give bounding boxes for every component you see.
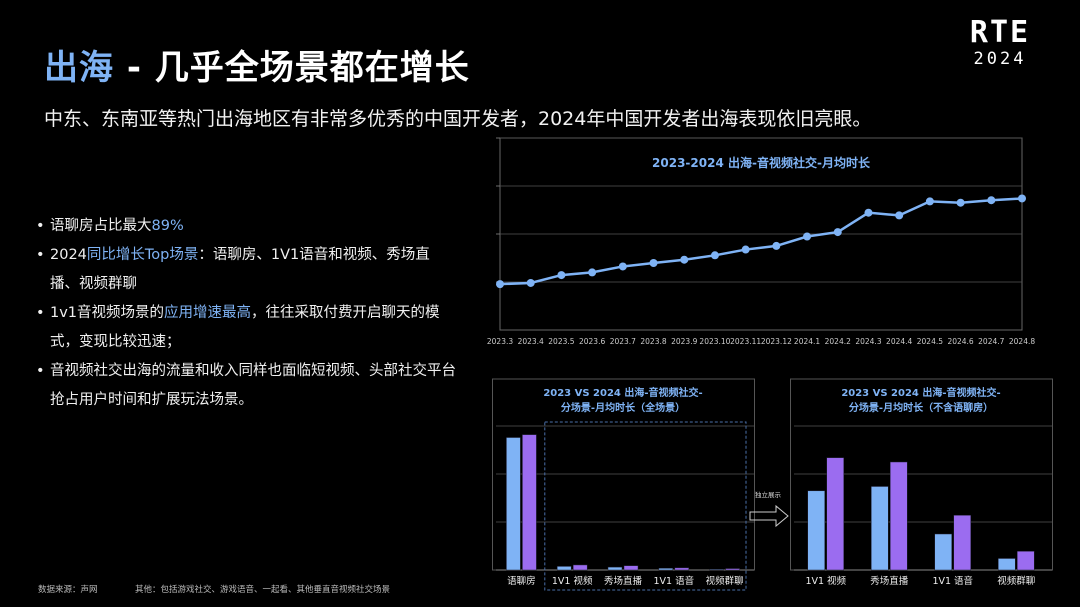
x-tick-label: 2023.3 [487, 337, 513, 346]
x-tick-label: 秀场直播 [870, 575, 909, 587]
rte-logo: RTE 2024 [970, 15, 1030, 69]
x-tick-label: 2024.8 [1009, 337, 1035, 346]
data-point [895, 211, 904, 220]
x-tick-label: 2023.11 [730, 337, 761, 346]
data-point [496, 280, 504, 289]
x-tick-label: 2024.2 [825, 337, 851, 346]
chart-title: 2023-2024 出海-音视频社交-月均时长 [652, 155, 871, 170]
bar-2024 [572, 564, 588, 571]
x-tick-label: 2024.6 [947, 337, 973, 346]
page-title: 出海 - 几乎全场景都在增长 [44, 40, 470, 89]
data-point [526, 278, 535, 287]
page-subtitle: 中东、东南亚等热门出海地区有非常多优秀的中国开发者，2024年中国开发者出海表现… [44, 108, 872, 130]
chart-title: 分场景-月均时长（不含语聊房） [849, 401, 993, 414]
arrow-label: 独立展示 [755, 490, 782, 499]
x-tick-label: 2023.5 [548, 337, 574, 346]
chart-title: 2023 VS 2024 出海-音视频社交- [543, 386, 702, 399]
independent-display-arrow: 独立展示 [749, 490, 789, 528]
x-tick-label: 1V1 语音 [653, 575, 694, 587]
bullet-text: ：语聊房、1V1语音和视频、秀场直播、视频群聊 [50, 247, 430, 292]
line-chart: 2023-2024 出海-音视频社交-月均时长 2023.3 2023.4 2023.… [487, 137, 1035, 346]
x-tick-label: 秀场直播 [604, 575, 643, 587]
bar-2023 [871, 486, 889, 571]
series-line [499, 197, 1023, 286]
logo-text-year: 2024 [974, 49, 1027, 69]
bullet-text: 音视频社交出海的流量和收入同样也面临短视频、头部社交平台抢占用户时间和扩展玩法场… [50, 363, 456, 408]
x-tick-label: 1V1 视频 [552, 575, 593, 587]
data-point [557, 271, 566, 280]
bar-chart-excluding-voice-room: 2023 VS 2024 出海-音视频社交- 分场景-月均时长（不含语聊房） 1V1… [790, 378, 1053, 587]
bar-2023 [934, 533, 952, 571]
data-source: 数据来源：声网 [38, 585, 98, 595]
data-point [680, 255, 689, 264]
data-point [956, 198, 965, 207]
bullet-item: 音视频社交出海的流量和收入同样也面临短视频、头部社交平台抢占用户时间和扩展玩法场… [36, 357, 456, 415]
x-tick-label: 1V1 语音 [932, 575, 973, 587]
x-tick-label: 2024.5 [917, 337, 943, 346]
data-point [710, 251, 719, 260]
bar-2023 [506, 437, 521, 571]
data-point [772, 241, 781, 250]
data-point [588, 268, 597, 277]
bar-2023 [807, 490, 825, 571]
x-tick-label: 1V1 视频 [805, 575, 846, 587]
bullet-highlight: 同比增长Top场景 [86, 247, 199, 263]
bar-2024 [890, 461, 908, 571]
bar-2024 [725, 568, 740, 571]
data-point [864, 208, 873, 217]
bullet-text: 1v1音视频场景的 [50, 305, 165, 321]
bullet-item: 语聊房占比最大89% [36, 212, 456, 241]
x-tick-label: 视频群聊 [997, 575, 1035, 587]
bar-2023 [998, 558, 1016, 571]
bar-2023 [556, 566, 572, 571]
x-tick-label: 2023.12 [761, 337, 792, 346]
x-tick-label: 2023.6 [579, 337, 605, 346]
data-point [741, 245, 750, 254]
bullet-highlight: 89% [151, 218, 184, 234]
bullet-text: 2024 [50, 247, 87, 263]
bullet-list: 语聊房占比最大89%2024同比增长Top场景：语聊房、1V1语音和视频、秀场直… [36, 212, 456, 415]
x-tick-label: 2023.10 [699, 337, 730, 346]
bar-2023 [658, 568, 674, 571]
chart-title: 分场景-月均时长（全场景） [561, 401, 685, 414]
bar-2024 [1017, 551, 1035, 571]
bar-chart-all-scenes: 2023 VS 2024 出海-音视频社交- 分场景-月均时长（全场景） 语聊房 1V… [492, 378, 755, 591]
chart-title: 2023 VS 2024 出海-音视频社交- [841, 386, 1000, 399]
data-point [987, 196, 996, 205]
data-point [833, 228, 842, 237]
bar-2024 [953, 515, 971, 571]
footer-note: 其他：包括游戏社交、游戏语音、一起看、其他垂直音视频社交场景 [135, 585, 391, 595]
bullet-text: 语聊房占比最大 [50, 218, 152, 234]
x-tick-label: 2023.4 [518, 337, 544, 346]
title-rest: - 几乎全场景都在增长 [114, 48, 470, 88]
right-arrow-icon [749, 504, 789, 528]
data-point [925, 197, 934, 206]
x-tick-label: 视频群聊 [706, 575, 744, 587]
x-tick-label: 2024.3 [855, 337, 881, 346]
x-tick-label: 2024.1 [794, 337, 820, 346]
data-point [649, 258, 658, 267]
title-highlight: 出海 [44, 48, 114, 88]
bar-2024 [826, 457, 844, 571]
x-tick-label: 2023.9 [671, 337, 697, 346]
bar-2024 [623, 565, 639, 571]
logo-text-main: RTE [970, 15, 1030, 50]
bullet-item: 2024同比增长Top场景：语聊房、1V1语音和视频、秀场直播、视频群聊 [36, 241, 456, 299]
bar-2024 [674, 567, 690, 571]
bullet-highlight: 应用增速最高 [164, 305, 252, 321]
bar-2023 [607, 566, 623, 571]
data-point [803, 232, 812, 241]
x-tick-label: 2023.7 [610, 337, 636, 346]
bar-2023 [709, 569, 724, 571]
bullet-item: 1v1音视频场景的应用增速最高，往往采取付费开启聊天的模式，变现比较迅速； [36, 299, 456, 357]
bar-2024 [522, 434, 537, 571]
x-tick-label: 2024.7 [978, 337, 1004, 346]
x-tick-label: 2024.4 [886, 337, 912, 346]
data-point [1018, 194, 1026, 203]
x-tick-label: 2023.8 [640, 337, 666, 346]
bullet-text: ，往往采取付费开启聊天的模式，变现比较迅速； [50, 305, 440, 350]
x-tick-label: 语聊房 [507, 575, 536, 587]
highlight-box [544, 421, 747, 591]
data-point [618, 262, 627, 271]
